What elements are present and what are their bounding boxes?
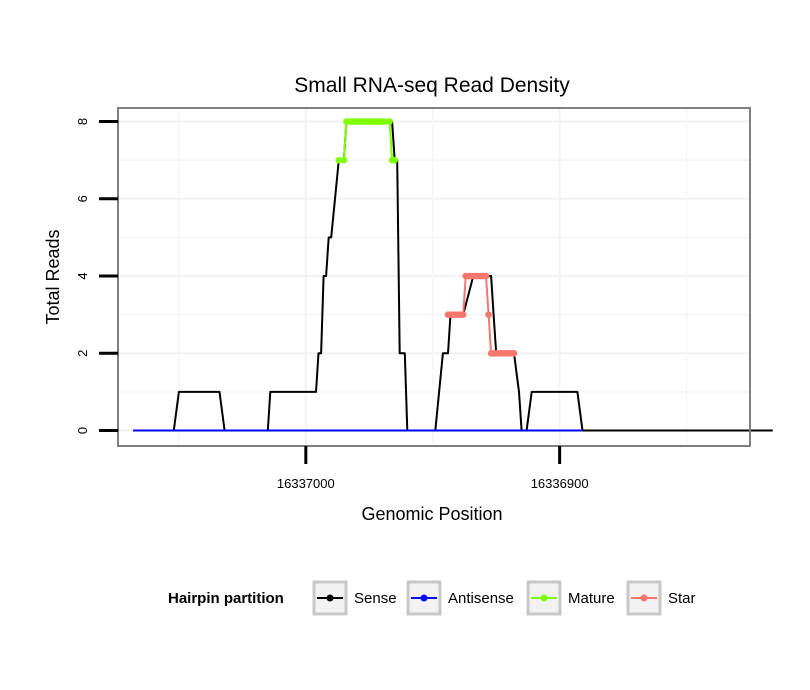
series-line-mature <box>338 120 395 162</box>
data-point-mature <box>391 156 398 164</box>
chart-title: Small RNA-seq Read Density <box>294 74 570 97</box>
legend: Hairpin partition Sense Antisense Mature St… <box>168 580 696 616</box>
x-tick-label: 16336900 <box>531 476 589 491</box>
legend-label-star: Star <box>668 590 696 607</box>
y-tick-label: 4 <box>75 272 90 279</box>
legend-label-sense: Sense <box>354 590 397 607</box>
data-point-star <box>485 311 492 318</box>
plot-area <box>133 118 773 432</box>
data-point-mature <box>386 118 393 125</box>
data-point-star <box>459 311 467 318</box>
x-tick-label: 16337000 <box>277 476 335 491</box>
legend-label-antisense: Antisense <box>448 590 514 607</box>
data-point-star <box>510 349 518 357</box>
x-axis: 16337000 16336900 <box>277 446 589 491</box>
grid-lines <box>118 108 750 446</box>
legend-point-antisense <box>420 594 428 602</box>
y-tick-label: 8 <box>75 118 90 125</box>
y-axis: 0 2 4 6 8 <box>75 118 118 434</box>
legend-point-mature <box>540 594 548 602</box>
data-point-mature <box>340 156 348 164</box>
legend-point-sense <box>326 594 334 602</box>
y-tick-label: 6 <box>75 195 90 202</box>
y-tick-label: 0 <box>75 427 90 434</box>
data-point-mature <box>335 156 343 164</box>
data-point-star <box>482 272 490 280</box>
data-point-mature <box>381 118 388 125</box>
legend-label-mature: Mature <box>568 590 615 607</box>
legend-point-star <box>640 594 648 602</box>
y-axis-label: Total Reads <box>43 229 63 324</box>
y-tick-label: 2 <box>75 350 90 357</box>
x-axis-label: Genomic Position <box>361 504 502 524</box>
legend-title: Hairpin partition <box>168 590 284 607</box>
